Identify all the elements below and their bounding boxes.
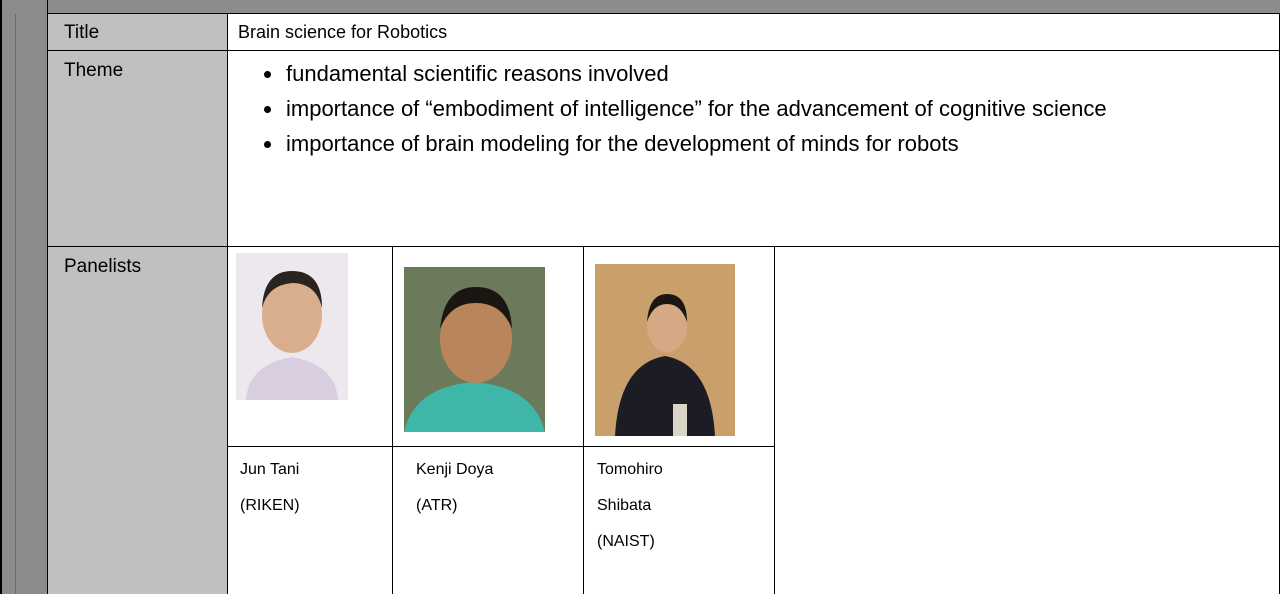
cell-border	[583, 246, 584, 594]
panelist-photo	[595, 264, 735, 436]
cell-border	[228, 446, 774, 447]
panelist-affiliation: (NAIST)	[597, 533, 655, 550]
panelist-affiliation: (RIKEN)	[240, 497, 300, 514]
cell-border	[774, 246, 775, 594]
row-label: Theme	[64, 60, 124, 81]
panelist-cell: Tomohiro Shibata (NAIST)	[597, 452, 687, 560]
panelist-cell: Jun Tani (RIKEN)	[240, 452, 300, 524]
theme-item: fundamental scientific reasons involved	[284, 56, 1278, 91]
panelist-name: Kenji Doya	[416, 461, 494, 478]
panelist-photo	[236, 253, 348, 400]
left-line	[15, 14, 16, 594]
left-band	[0, 0, 48, 594]
panelist-cell: Kenji Doya (ATR)	[416, 452, 493, 524]
cell-border	[392, 246, 393, 594]
panelist-name: Jun Tani	[240, 461, 300, 478]
panelist-name: Tomohiro Shibata	[597, 461, 663, 514]
theme-item: importance of “embodiment of intelligenc…	[284, 91, 1278, 126]
top-band	[0, 0, 1280, 14]
row-label: Panelists	[64, 256, 142, 277]
row-border	[48, 246, 1280, 247]
panelist-affiliation: (ATR)	[416, 497, 458, 514]
panelist-photo	[404, 267, 545, 432]
row-border	[48, 50, 1280, 51]
title-value: Brain science for Robotics	[238, 22, 448, 42]
theme-list: fundamental scientific reasons involved …	[228, 56, 1278, 161]
label-column	[48, 14, 228, 594]
row-label: Title	[64, 22, 100, 43]
theme-item: importance of brain modeling for the dev…	[284, 126, 1278, 161]
